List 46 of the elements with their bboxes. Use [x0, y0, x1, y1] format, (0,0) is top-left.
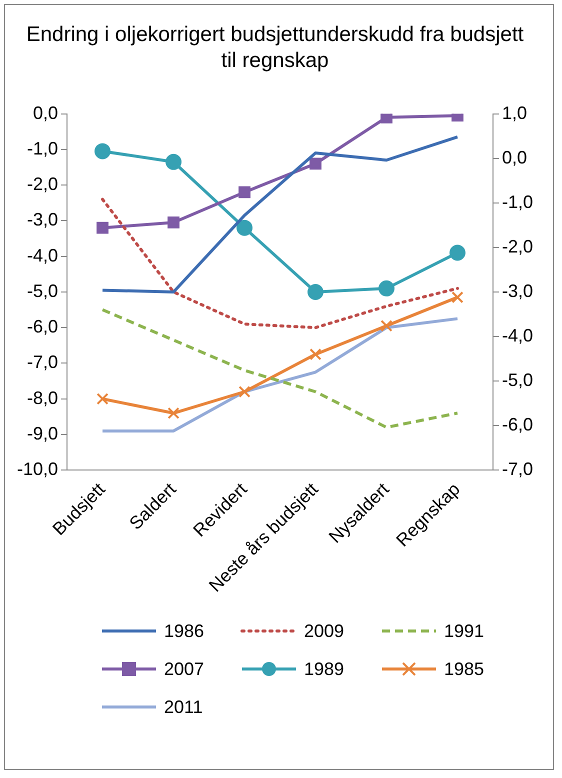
y-tick-label: 0,0: [32, 102, 58, 123]
legend-label: 1985: [444, 658, 484, 680]
point: [380, 114, 392, 124]
y-tick-label: -2,0: [26, 174, 58, 194]
point: [380, 320, 392, 332]
y2-tick-label: -4,0: [502, 325, 534, 346]
point: [449, 244, 466, 261]
y2-tick-label: 1,0: [502, 102, 528, 123]
y-tick-label: -1,0: [26, 138, 58, 158]
y-tick-label: -6,0: [26, 316, 58, 337]
legend-label: 2007: [164, 658, 204, 680]
point: [166, 154, 182, 170]
point: [452, 291, 464, 304]
point: [378, 280, 394, 296]
y2-tick-label: -3,0: [502, 280, 534, 301]
y2-tick-label: -6,0: [502, 414, 534, 435]
point: [96, 392, 108, 405]
y2-tick-label: -5,0: [502, 370, 534, 390]
point: [236, 220, 253, 236]
legend-label: 2009: [304, 620, 344, 642]
line-series: [101, 198, 459, 330]
legend-label: 1991: [444, 620, 484, 642]
y-tick-label: -4,0: [26, 245, 58, 266]
point: [168, 407, 180, 420]
chart-title: Endring i oljekorrigert budsjettunderskudd fra budsjett til regnskap: [25, 22, 525, 74]
y-tick-label: -9,0: [26, 423, 58, 444]
point: [238, 186, 250, 198]
y-tick-label: -7,0: [26, 352, 58, 372]
point: [168, 216, 180, 228]
point: [308, 284, 324, 300]
point: [238, 386, 250, 398]
y2-tick-label: 0,0: [502, 147, 528, 168]
legend-label: 1989: [304, 658, 344, 680]
point: [96, 222, 108, 234]
y2-tick-label: -2,0: [502, 236, 534, 256]
legend-label: 1986: [164, 620, 204, 642]
y-tick-label: -10,0: [16, 459, 58, 480]
y-tick-label: -8,0: [26, 388, 58, 408]
point: [94, 143, 111, 160]
y-tick-label: -3,0: [26, 210, 58, 230]
legend-label: 2011: [164, 696, 203, 718]
point: [310, 348, 322, 360]
y-tick-label: -5,0: [26, 280, 58, 301]
y2-tick-label: -1,0: [502, 192, 534, 212]
y2-tick-label: -7,0: [502, 459, 534, 480]
point: [310, 158, 322, 170]
